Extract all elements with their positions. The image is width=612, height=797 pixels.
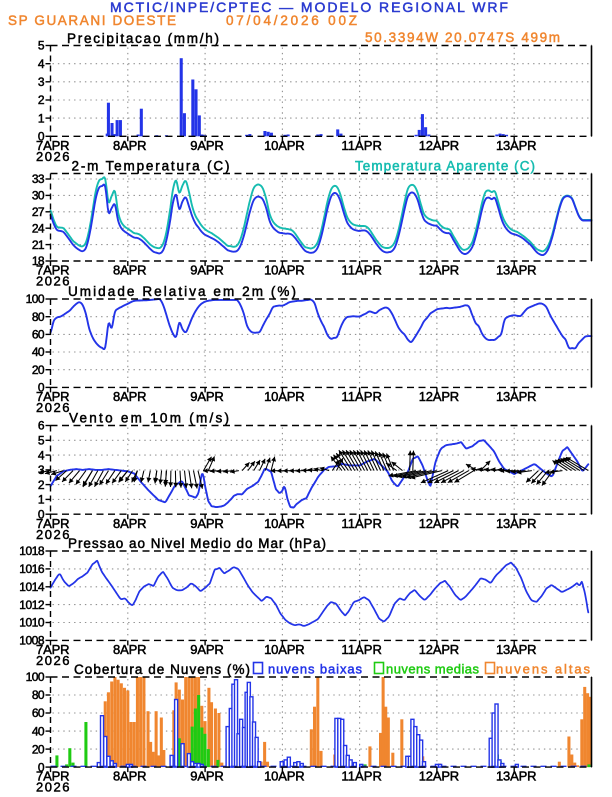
svg-text:Umidade Relativa em 2m (%): Umidade Relativa em 2m (%) [68,284,296,299]
svg-text:8APR: 8APR [113,263,147,278]
svg-text:3: 3 [38,463,45,477]
svg-text:8APR: 8APR [113,516,147,531]
svg-text:12APR: 12APR [419,389,460,404]
svg-text:3: 3 [38,75,45,89]
svg-text:11APR: 11APR [341,138,382,153]
svg-text:80: 80 [32,310,45,324]
svg-text:5: 5 [38,39,45,53]
svg-text:21: 21 [32,238,45,252]
svg-text:9APR: 9APR [190,389,224,404]
svg-text:11APR: 11APR [341,642,382,657]
svg-text:2026: 2026 [36,149,70,164]
svg-text:9APR: 9APR [190,263,224,278]
svg-text:60: 60 [32,706,45,720]
svg-text:40: 40 [32,345,45,359]
svg-text:2026: 2026 [36,527,70,542]
svg-text:10APR: 10APR [264,138,305,153]
svg-text:nuvens altas: nuvens altas [496,662,591,677]
svg-text:13APR: 13APR [496,642,537,657]
svg-text:9APR: 9APR [190,642,224,657]
svg-text:9APR: 9APR [190,138,224,153]
svg-text:33: 33 [32,172,45,186]
svg-text:12APR: 12APR [419,138,460,153]
svg-text:2026: 2026 [36,780,70,792]
svg-text:11APR: 11APR [341,389,382,404]
svg-text:12APR: 12APR [419,769,460,784]
svg-text:20: 20 [32,363,45,377]
svg-text:11APR: 11APR [341,263,382,278]
svg-text:12APR: 12APR [419,516,460,531]
svg-text:1014: 1014 [19,580,45,594]
svg-text:10APR: 10APR [264,263,305,278]
svg-text:9APR: 9APR [190,516,224,531]
svg-text:1012: 1012 [19,598,45,612]
svg-text:20: 20 [32,742,45,756]
svg-text:11APR: 11APR [341,769,382,784]
svg-text:nuvens baixas: nuvens baixas [268,662,363,677]
svg-text:nuvens medias: nuvens medias [386,662,480,677]
svg-text:5: 5 [38,434,45,448]
svg-text:1: 1 [38,493,45,507]
svg-text:13APR: 13APR [496,138,537,153]
svg-text:1016: 1016 [19,562,45,576]
svg-text:10APR: 10APR [264,642,305,657]
svg-text:Cobertura de Nuvens (%): Cobertura de Nuvens (%) [74,662,250,677]
svg-text:60: 60 [32,328,45,342]
svg-text:Temperatura Aparente (C): Temperatura Aparente (C) [355,159,535,174]
svg-text:Precipitacao (mm/h): Precipitacao (mm/h) [67,31,219,46]
svg-text:10APR: 10APR [264,769,305,784]
svg-text:6: 6 [38,419,45,433]
svg-text:2026: 2026 [36,400,70,415]
svg-text:10APR: 10APR [264,516,305,531]
svg-text:2: 2 [38,93,45,107]
svg-text:12APR: 12APR [419,642,460,657]
svg-text:2026: 2026 [36,653,70,668]
svg-text:10APR: 10APR [264,389,305,404]
svg-text:1: 1 [38,111,45,125]
svg-text:50.3394W 20.0747S 499m: 50.3394W 20.0747S 499m [365,30,560,45]
svg-text:13APR: 13APR [496,769,537,784]
svg-text:1018: 1018 [19,544,45,558]
svg-text:11APR: 11APR [341,516,382,531]
svg-text:8APR: 8APR [113,138,147,153]
svg-text:4: 4 [38,57,45,71]
svg-text:100: 100 [26,292,45,306]
svg-text:24: 24 [32,221,45,235]
svg-text:Pressao ao Nivel Medio do Mar: Pressao ao Nivel Medio do Mar (hPa) [68,536,326,551]
svg-text:13APR: 13APR [496,516,537,531]
svg-text:2: 2 [38,478,45,492]
svg-text:13APR: 13APR [496,389,537,404]
svg-text:30: 30 [32,189,45,203]
svg-text:1010: 1010 [19,616,45,630]
svg-text:4: 4 [38,448,45,462]
svg-text:100: 100 [26,670,45,684]
svg-text:8APR: 8APR [113,769,147,784]
svg-text:13APR: 13APR [496,263,537,278]
svg-text:2026: 2026 [36,274,70,289]
svg-text:80: 80 [32,688,45,702]
svg-text:27: 27 [32,205,45,219]
svg-text:12APR: 12APR [419,263,460,278]
svg-text:40: 40 [32,724,45,738]
svg-text:8APR: 8APR [113,389,147,404]
svg-text:9APR: 9APR [190,769,224,784]
svg-text:8APR: 8APR [113,642,147,657]
